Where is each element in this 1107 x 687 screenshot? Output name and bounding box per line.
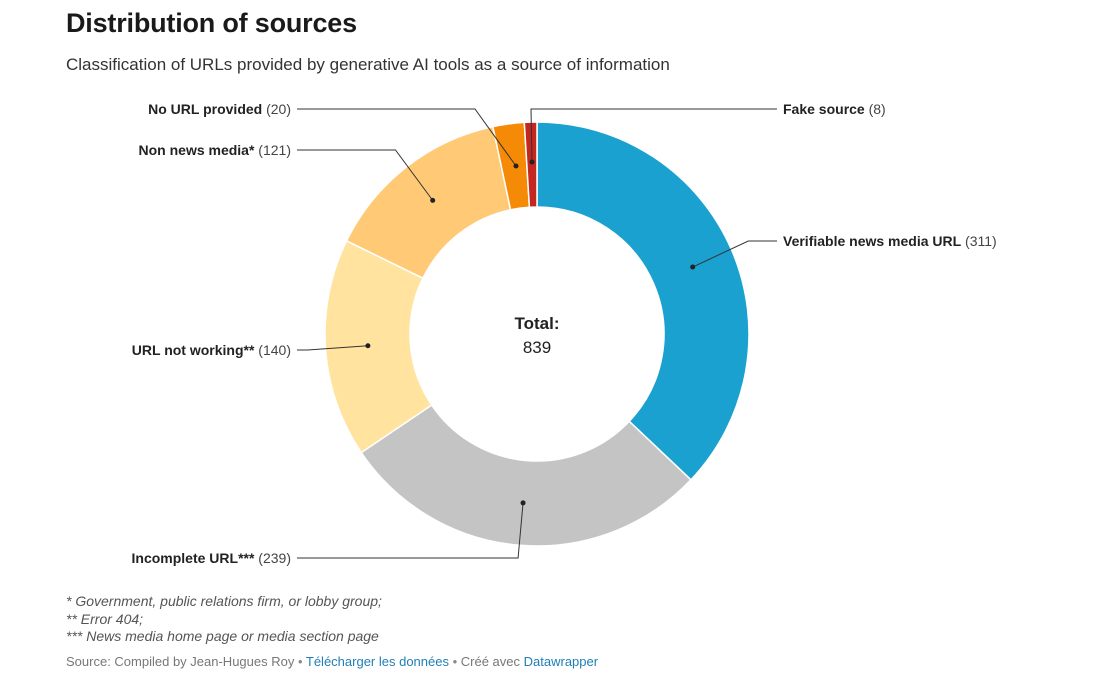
label-url-not-working: URL not working** (140) xyxy=(132,342,291,358)
slice-verifiable-news-media-url[interactable] xyxy=(536,121,750,481)
label-no-url-provided: No URL provided (20) xyxy=(148,101,291,117)
label-name: Fake source xyxy=(783,101,865,117)
label-name: Verifiable news media URL xyxy=(783,233,962,249)
label-count: (121) xyxy=(254,142,291,158)
label-count: (239) xyxy=(254,550,291,566)
label-count: (311) xyxy=(961,233,997,249)
footnote-1: * Government, public relations firm, or … xyxy=(66,593,382,609)
created-with-text: Créé avec xyxy=(460,654,524,669)
datawrapper-link[interactable]: Datawrapper xyxy=(523,654,599,669)
label-verifiable-news-media-url: Verifiable news media URL (311) xyxy=(783,233,997,249)
source-footer: Source: Compiled by Jean-Hugues Roy • Té… xyxy=(66,654,598,669)
leader-line-url-not-working xyxy=(297,345,368,351)
label-name: URL not working** xyxy=(132,342,255,358)
footnotes: * Government, public relations firm, or … xyxy=(66,593,382,646)
label-count: (8) xyxy=(865,101,886,117)
leader-line-verifiable-news-media-url xyxy=(692,240,777,268)
slice-incomplete-url[interactable] xyxy=(360,403,692,547)
chart-subtitle: Classification of URLs provided by gener… xyxy=(66,55,670,74)
donut-chart: Verifiable news media URL (311) Incomplet… xyxy=(132,101,997,566)
label-name: No URL provided xyxy=(148,101,262,117)
leader-dot-url-not-working xyxy=(365,343,371,349)
separator-2: • xyxy=(448,654,461,669)
leader-line-no-url-provided xyxy=(297,108,517,167)
leader-line-non-news-media xyxy=(297,149,434,201)
slice-fake-source[interactable] xyxy=(523,121,538,209)
leader-line-incomplete-url xyxy=(297,502,524,559)
leader-line-fake-source xyxy=(530,108,777,163)
leader-dot-incomplete-url xyxy=(520,500,526,506)
slice-labels: Verifiable news media URL (311) Incomplet… xyxy=(132,101,997,566)
center-total-label: Total: xyxy=(514,314,559,333)
center-total-value: 839 xyxy=(523,338,551,357)
label-count: (20) xyxy=(262,101,291,117)
source-text: Source: Compiled by Jean-Hugues Roy xyxy=(66,654,295,669)
leader-dot-fake-source xyxy=(529,159,535,165)
chart-title: Distribution of sources xyxy=(66,8,357,38)
separator-1: • xyxy=(294,654,306,669)
leader-dot-non-news-media xyxy=(430,197,436,203)
footnote-3: *** News media home page or media sectio… xyxy=(66,628,379,644)
label-non-news-media: Non news media* (121) xyxy=(139,142,292,158)
label-name: Incomplete URL*** xyxy=(132,550,255,566)
label-fake-source: Fake source (8) xyxy=(783,101,886,117)
leader-dot-no-url-provided xyxy=(513,163,519,169)
donut-slices xyxy=(324,121,750,547)
footnote-2: ** Error 404; xyxy=(66,610,144,627)
label-count: (140) xyxy=(254,342,291,358)
download-data-link[interactable]: Télécharger les données xyxy=(305,654,449,669)
leader-dot-verifiable-news-media-url xyxy=(690,264,696,270)
label-incomplete-url: Incomplete URL*** (239) xyxy=(132,550,292,566)
label-name: Non news media* xyxy=(139,142,255,158)
